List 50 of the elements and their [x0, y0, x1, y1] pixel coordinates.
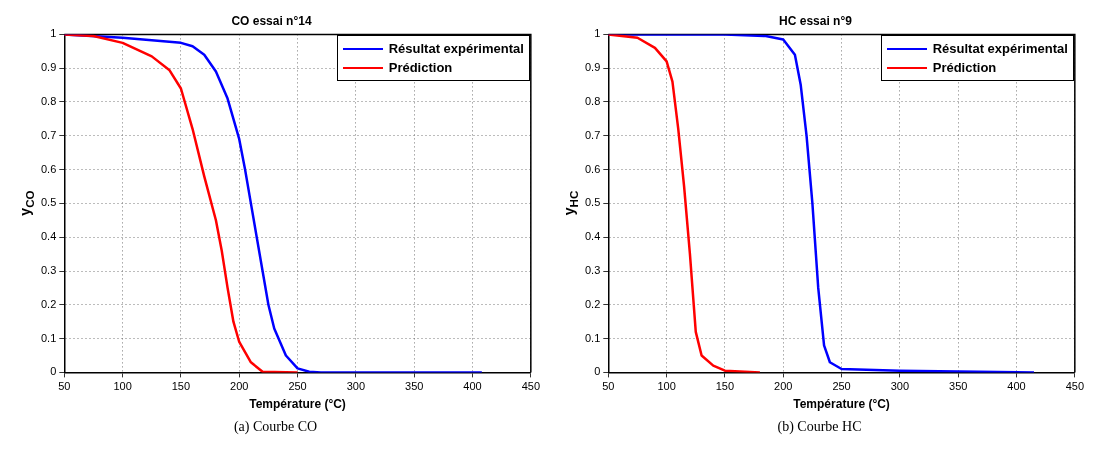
- y-tick-label: 0.7: [40, 128, 57, 141]
- y-tick-label: 0.3: [40, 264, 57, 277]
- y-tick-label: 0.1: [584, 331, 601, 344]
- y-tick-label: 0.8: [584, 95, 601, 108]
- y-tick-label: 0.2: [584, 297, 601, 310]
- y-tick-label: 1: [594, 27, 601, 40]
- x-tick-label: 50: [58, 380, 71, 393]
- y-tick-label: 0.9: [584, 61, 601, 74]
- y-tick-label: 0.8: [40, 95, 57, 108]
- y-tick-label: 0: [50, 365, 57, 378]
- chart-title: HC essai n°9: [779, 13, 853, 28]
- y-tick-label: 0.4: [584, 230, 601, 243]
- x-tick-label: 250: [832, 380, 851, 393]
- x-tick-label: 400: [1007, 380, 1026, 393]
- x-tick-label: 100: [113, 380, 132, 393]
- chart-title: CO essai n°14: [231, 13, 312, 28]
- x-tick-label: 300: [890, 380, 910, 393]
- y-tick-label: 0.7: [584, 128, 601, 141]
- x-tick-label: 450: [1065, 380, 1084, 393]
- x-tick-label: 50: [602, 380, 615, 393]
- x-tick-label: 350: [949, 380, 968, 393]
- x-tick-label: 450: [521, 380, 540, 393]
- y-tick-label: 0.4: [40, 230, 57, 243]
- x-tick-label: 300: [346, 380, 366, 393]
- x-tick-label: 400: [463, 380, 482, 393]
- y-tick-label: 1: [50, 27, 57, 40]
- legend-label: Résultat expérimental: [388, 40, 524, 59]
- x-axis-title: Température (°C): [793, 397, 890, 412]
- x-tick-label: 250: [288, 380, 307, 393]
- y-tick-label: 0.6: [40, 162, 57, 175]
- y-tick-label: 0.9: [40, 61, 57, 74]
- legend-label: Prédiction: [388, 59, 453, 78]
- legend-label: Prédiction: [932, 59, 997, 78]
- legend-label: Résultat expérimental: [932, 40, 1068, 59]
- y-tick-label: 0.5: [584, 196, 601, 209]
- x-tick-label: 350: [405, 380, 424, 393]
- y-tick-label: 0.6: [584, 162, 601, 175]
- y-tick-label: 0.5: [40, 196, 57, 209]
- x-axis-title: Température (°C): [249, 397, 346, 412]
- y-tick-label: 0.1: [40, 331, 57, 344]
- x-tick-label: 200: [230, 380, 249, 393]
- y-tick-label: 0: [594, 365, 601, 378]
- x-tick-label: 200: [774, 380, 793, 393]
- y-tick-label: 0.2: [40, 297, 57, 310]
- x-tick-label: 150: [171, 380, 191, 393]
- y-tick-label: 0.3: [584, 264, 601, 277]
- text: (b) Courbe HC: [776, 419, 863, 435]
- x-tick-label: 150: [715, 380, 735, 393]
- x-tick-label: 100: [657, 380, 676, 393]
- text: (a) Courbe CO: [232, 419, 319, 435]
